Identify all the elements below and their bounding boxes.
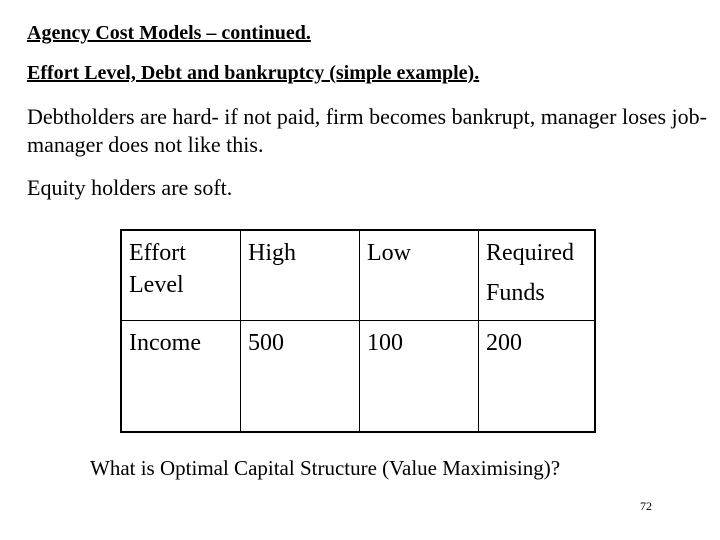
page-number: 72 bbox=[640, 499, 652, 513]
table-cell: 500 bbox=[240, 319, 360, 433]
paragraph-debtholders: Debtholders are hard- if not paid, firm … bbox=[27, 104, 707, 157]
effort-income-table: Effort Level High Low Required Funds Inc… bbox=[120, 229, 596, 433]
slide-title: Agency Cost Models – continued. bbox=[27, 22, 311, 44]
table-cell: Required Funds bbox=[478, 229, 596, 321]
table-row: Income 500 100 200 bbox=[120, 319, 596, 433]
table-cell: Low bbox=[359, 229, 479, 321]
table-cell: 200 bbox=[478, 319, 596, 433]
question-text: What is Optimal Capital Structure (Value… bbox=[90, 456, 561, 480]
slide-subtitle: Effort Level, Debt and bankruptcy (simpl… bbox=[27, 62, 480, 84]
table-cell: 100 bbox=[359, 319, 479, 433]
paragraph-equity: Equity holders are soft. bbox=[27, 175, 233, 200]
table-row: Effort Level High Low Required Funds bbox=[120, 229, 596, 321]
table-cell: Income bbox=[120, 319, 241, 433]
table-cell: Effort Level bbox=[120, 229, 241, 321]
table-cell: High bbox=[240, 229, 360, 321]
